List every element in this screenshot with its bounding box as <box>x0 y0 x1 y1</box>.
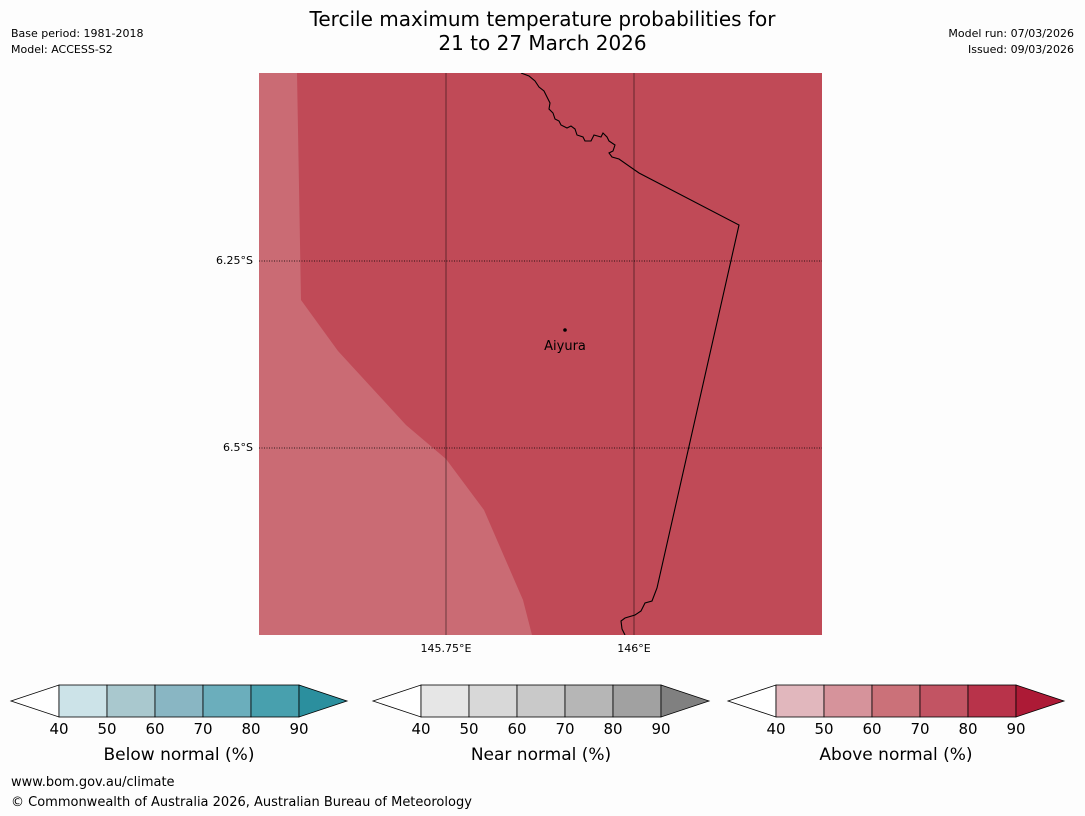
near-tick-90: 90 <box>651 720 670 736</box>
lat-label-6-25: 6.25°S <box>216 254 253 267</box>
above-tick-40: 40 <box>766 720 785 736</box>
above-swatch-70 <box>919 684 969 718</box>
above-tick-80: 80 <box>958 720 977 736</box>
above-swatch-80 <box>967 684 1017 718</box>
below-tick-60: 60 <box>145 720 164 736</box>
near-tick-40: 40 <box>411 720 430 736</box>
footer-copyright: © Commonwealth of Australia 2026, Austra… <box>11 795 472 810</box>
below-swatch-60 <box>154 684 204 718</box>
below-normal-title: Below normal (%) <box>103 745 255 765</box>
above-tick-50: 50 <box>814 720 833 736</box>
base-period-text: Base period: 1981-2018 <box>11 27 144 40</box>
province-border <box>520 73 740 635</box>
above-swatch-60 <box>871 684 921 718</box>
near-swatch-60 <box>516 684 566 718</box>
issued-text: Issued: 09/03/2026 <box>967 43 1074 56</box>
near-extend-high <box>660 684 711 718</box>
near-tick-80: 80 <box>603 720 622 736</box>
below-extend-low <box>9 684 60 718</box>
region-70-80 <box>297 73 822 635</box>
below-extend-high <box>298 684 349 718</box>
lat-label-6-5: 6.5°S <box>223 441 253 454</box>
lon-label-145-75: 145.75°E <box>420 642 472 655</box>
above-extend-low <box>726 684 777 718</box>
below-swatch-70 <box>202 684 252 718</box>
near-tick-70: 70 <box>555 720 574 736</box>
near-tick-60: 60 <box>507 720 526 736</box>
near-swatch-70 <box>564 684 614 718</box>
above-normal-title: Above normal (%) <box>819 745 973 765</box>
near-tick-50: 50 <box>459 720 478 736</box>
near-swatch-40 <box>420 684 470 718</box>
near-swatch-80 <box>612 684 662 718</box>
near-normal-title: Near normal (%) <box>470 745 612 765</box>
below-tick-70: 70 <box>193 720 212 736</box>
below-tick-90: 90 <box>289 720 308 736</box>
near-extend-low <box>371 684 422 718</box>
colorbar-legend: 40 50 60 70 80 90 40 50 60 70 80 90 40 50 60 70 80 90 <box>9 684 1066 736</box>
model-text: Model: ACCESS-S2 <box>11 43 113 56</box>
above-swatch-50 <box>823 684 873 718</box>
above-tick-90: 90 <box>1006 720 1025 736</box>
above-tick-60: 60 <box>862 720 881 736</box>
below-swatch-50 <box>106 684 156 718</box>
aiyura-marker <box>563 328 567 332</box>
model-run-text: Model run: 07/03/2026 <box>948 27 1074 40</box>
title-line-1: Tercile maximum temperature probabilitie… <box>309 7 776 31</box>
metadata-left: Base period: 1981-2018 Model: ACCESS-S2 <box>11 26 143 58</box>
above-tick-70: 70 <box>910 720 929 736</box>
metadata-right: Model run: 07/03/2026 Issued: 09/03/2026 <box>948 26 1074 58</box>
probability-map: Aiyura <box>259 73 822 635</box>
lon-label-146: 146°E <box>617 642 651 655</box>
below-tick-40: 40 <box>49 720 68 736</box>
footer-url: www.bom.gov.au/climate <box>11 775 175 790</box>
map-title: Tercile maximum temperature probabilitie… <box>0 7 1085 55</box>
below-tick-80: 80 <box>241 720 260 736</box>
title-line-2: 21 to 27 March 2026 <box>438 31 647 55</box>
below-swatch-80 <box>250 684 300 718</box>
near-swatch-50 <box>468 684 518 718</box>
above-swatch-40 <box>775 684 825 718</box>
aiyura-label: Aiyura <box>544 339 586 354</box>
above-extend-high <box>1015 684 1066 718</box>
below-swatch-40 <box>58 684 108 718</box>
below-tick-50: 50 <box>97 720 116 736</box>
